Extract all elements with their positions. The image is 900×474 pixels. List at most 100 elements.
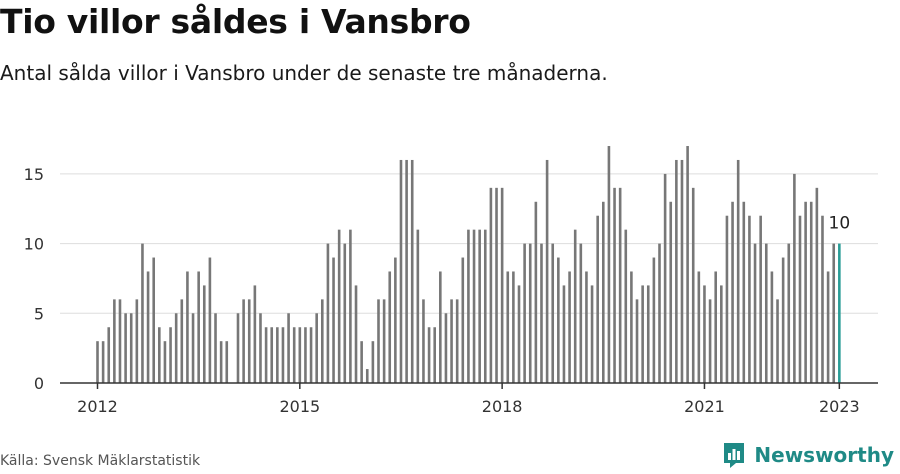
bar [809, 201, 813, 383]
bar [731, 201, 734, 383]
bar [714, 271, 717, 383]
bar [349, 229, 352, 383]
bar [540, 243, 543, 383]
highlight-bar [838, 243, 841, 383]
bar [753, 243, 757, 383]
bar [742, 201, 746, 383]
bar [321, 299, 324, 383]
source-note: Källa: Svensk Mäklarstatistik [0, 453, 201, 469]
bar [467, 229, 470, 383]
bar [169, 327, 172, 383]
bar [641, 285, 644, 383]
bar-chart: 0 5 10 15 10 2012 2015 2018 2021 2023 [24, 146, 878, 416]
x-tick-label: 2015 [279, 397, 320, 416]
bar [663, 173, 667, 383]
bar [152, 257, 155, 383]
bar [253, 285, 257, 383]
bar [759, 215, 762, 383]
bar [298, 327, 302, 383]
bar [427, 327, 431, 383]
bar [360, 341, 363, 383]
bar [652, 257, 656, 383]
bar [658, 243, 661, 383]
bar [562, 285, 566, 383]
bar [219, 341, 223, 383]
bar [500, 187, 504, 383]
bar [124, 313, 127, 383]
brand-logo: Newsworthy [722, 441, 894, 469]
bar [472, 229, 476, 383]
bar [264, 327, 268, 383]
bar [495, 187, 498, 383]
bar [697, 271, 701, 383]
bar [354, 285, 358, 383]
bar [821, 215, 824, 383]
bar [202, 285, 206, 383]
bar [191, 313, 195, 383]
bar [579, 243, 583, 383]
bar [309, 327, 313, 383]
bar [96, 341, 99, 383]
x-tick-label: 2021 [684, 397, 725, 416]
bar [247, 299, 251, 383]
bar [118, 299, 122, 383]
bar [242, 299, 245, 383]
bar [708, 299, 712, 383]
bar [725, 215, 729, 383]
bar [826, 271, 830, 383]
bar [163, 341, 167, 383]
bar [832, 243, 836, 383]
bar [618, 187, 622, 383]
bar [107, 327, 111, 383]
bar [483, 229, 487, 383]
bar [781, 257, 785, 383]
y-tick-label: 5 [34, 304, 44, 323]
bar [174, 313, 178, 383]
bar [225, 341, 229, 383]
bar [371, 341, 375, 383]
bar [686, 146, 689, 383]
bar [422, 299, 425, 383]
bar [573, 229, 577, 383]
bar [113, 299, 116, 383]
bar [613, 187, 616, 383]
bar [394, 257, 397, 383]
bar [388, 271, 392, 383]
bar [764, 243, 768, 383]
y-tick-label: 10 [24, 235, 44, 254]
bar [276, 327, 279, 383]
bar [703, 285, 706, 383]
bar [534, 201, 538, 383]
bar [602, 201, 605, 383]
bar [399, 159, 403, 383]
bar [410, 159, 414, 383]
bar [158, 327, 161, 383]
bar [416, 229, 420, 383]
bar [736, 159, 740, 383]
bar [450, 299, 453, 383]
bar [146, 271, 150, 383]
chart-subtitle: Antal sålda villor i Vansbro under de se… [0, 61, 608, 85]
bar [787, 243, 791, 383]
bar [489, 187, 493, 383]
brand-name: Newsworthy [754, 443, 894, 467]
bar [439, 271, 442, 383]
bar [343, 243, 347, 383]
bar [624, 229, 628, 383]
bar [523, 243, 526, 383]
x-tick-label: 2018 [482, 397, 523, 416]
bar [517, 285, 521, 383]
bar [478, 229, 481, 383]
bar [720, 285, 723, 383]
bar [680, 159, 684, 383]
bar [528, 243, 532, 383]
bar [776, 299, 779, 383]
bar [551, 243, 555, 383]
bar [270, 327, 274, 383]
bar [186, 271, 189, 383]
y-tick-label: 15 [24, 165, 44, 184]
data-label: 10 [829, 214, 851, 234]
bar [748, 215, 751, 383]
bar [332, 257, 335, 383]
bar [669, 201, 673, 383]
